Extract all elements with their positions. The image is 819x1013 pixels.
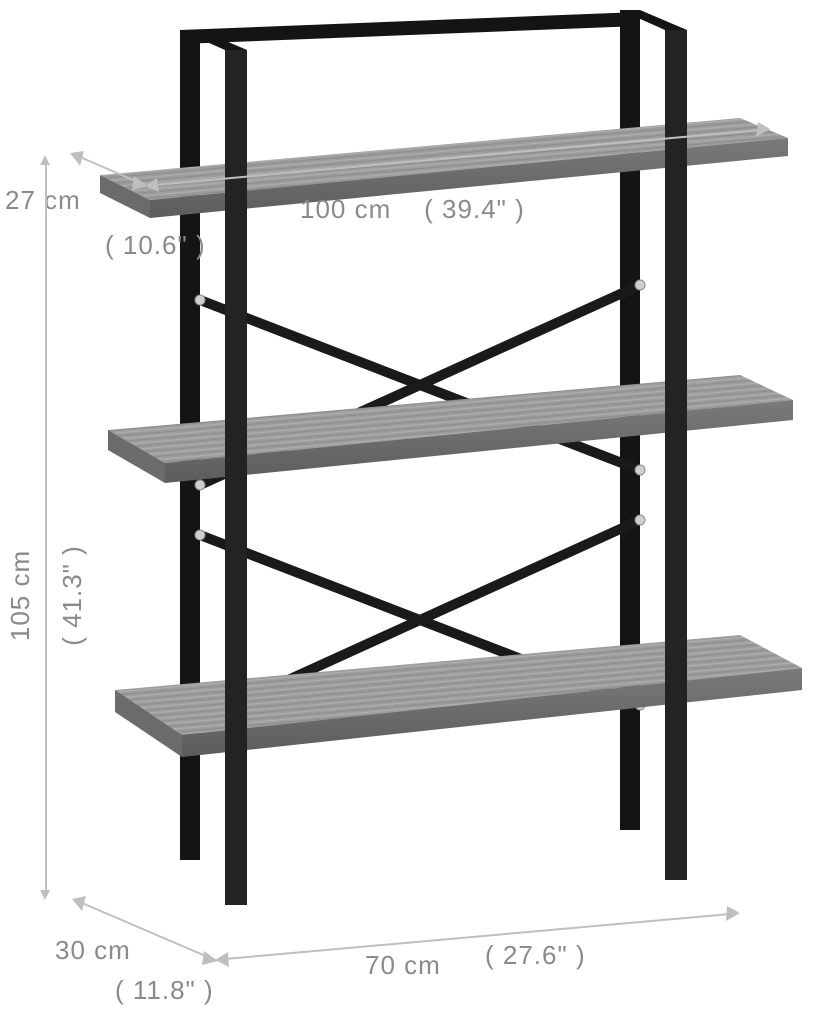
dim-frame-width-in: ( 27.6" ) (485, 940, 586, 971)
diagram-stage: 100 cm ( 39.4" ) 27 cm ( 10.6" ) 105 cm … (0, 0, 819, 1013)
dimline-frame-width (0, 0, 819, 1013)
dim-frame-width-cm: 70 cm (365, 950, 441, 981)
